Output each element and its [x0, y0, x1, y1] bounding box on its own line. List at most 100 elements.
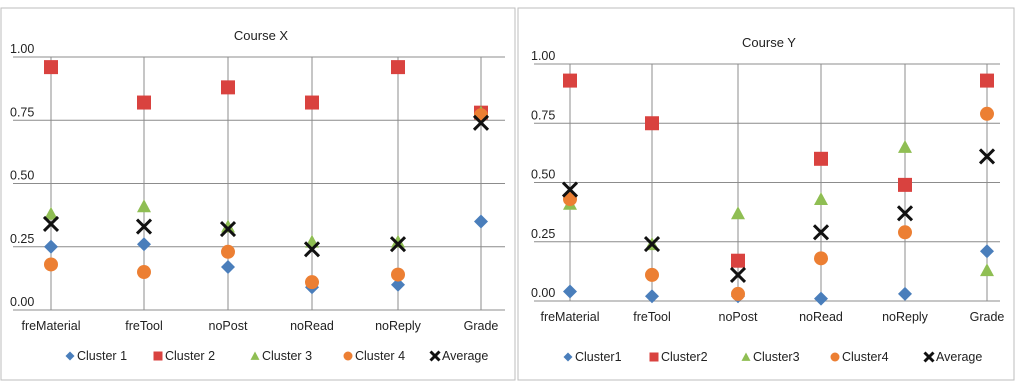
data-point [645, 116, 659, 131]
data-point [391, 60, 405, 75]
data-point [731, 286, 745, 301]
x-category-label: freTool [125, 319, 163, 333]
y-tick-label: 1.00 [531, 49, 555, 63]
data-point [221, 259, 235, 274]
panel-border [0, 7, 516, 381]
data-point [980, 73, 994, 88]
data-point [137, 95, 151, 110]
data-point [898, 139, 912, 153]
y-tick-label: 0.50 [10, 169, 34, 183]
y-tick-label: 1.00 [10, 42, 34, 56]
data-point [643, 236, 661, 253]
legend-marker [649, 352, 659, 362]
y-tick-label: 0.25 [531, 227, 555, 241]
data-point [978, 148, 996, 165]
data-point [563, 192, 577, 207]
data-point [980, 263, 994, 277]
legend: Cluster 1 Cluster 2 Cluster 3 Cluster 4 Aver… [65, 349, 488, 363]
data-point [44, 257, 58, 272]
legend-marker [153, 351, 163, 361]
legend: Cluster1 Cluster2 Cluster3 Cluster4 Average [563, 350, 982, 364]
data-point [645, 267, 659, 282]
x-category-label: Grade [970, 310, 1005, 324]
legend-label: Cluster1 [575, 350, 622, 364]
legend-marker [429, 350, 441, 362]
data-point [221, 80, 235, 95]
data-point [135, 218, 153, 235]
data-point [896, 205, 914, 222]
data-point [474, 108, 488, 123]
x-category-label: noPost [719, 310, 758, 324]
x-category-label: Grade [464, 319, 499, 333]
legend-marker [741, 352, 751, 361]
y-tick-label: 0.50 [531, 168, 555, 182]
legend-marker [830, 352, 840, 362]
data-point [221, 244, 235, 259]
data-point [44, 206, 58, 220]
y-tick-label: 0.00 [531, 286, 555, 300]
data-point [563, 73, 577, 88]
x-category-label: freTool [633, 310, 671, 324]
data-point [391, 277, 405, 292]
chart-title: Course X [234, 28, 289, 43]
legend-label: Cluster 4 [355, 349, 405, 363]
chart-title: Course Y [742, 35, 796, 50]
data-point [44, 239, 58, 254]
data-point [731, 253, 745, 268]
chart-panel-2: 0.00 0.25 0.50 0.75 1.00 freMaterial freTool no… [517, 7, 1015, 381]
data-point [137, 199, 151, 213]
data-point [561, 181, 579, 198]
legend-label: Cluster4 [842, 350, 889, 364]
y-tick-label: 0.75 [10, 105, 34, 119]
x-category-label: freMaterial [540, 310, 599, 324]
legend-marker [65, 351, 75, 361]
data-point [472, 114, 490, 131]
data-point [814, 151, 828, 166]
legend-label: Cluster 3 [262, 349, 312, 363]
data-point [391, 234, 405, 248]
data-point [305, 95, 319, 110]
data-point [898, 286, 912, 301]
data-point [898, 177, 912, 192]
data-point [729, 266, 747, 283]
data-point [42, 215, 60, 233]
data-point [219, 220, 237, 238]
data-point [898, 225, 912, 240]
data-point [980, 244, 994, 259]
data-point [814, 251, 828, 266]
data-point [389, 236, 407, 253]
legend-marker [563, 352, 573, 362]
legend-label: Cluster 1 [77, 349, 127, 363]
panel-border [517, 7, 1015, 381]
data-point [137, 265, 151, 280]
data-point [305, 275, 319, 290]
y-tick-label: 0.75 [531, 108, 555, 122]
data-point [221, 219, 235, 233]
data-point [474, 214, 488, 229]
x-category-label: noRead [799, 310, 843, 324]
legend-marker [923, 351, 935, 363]
legend-label: Cluster2 [661, 350, 708, 364]
x-category-label: noReply [882, 310, 929, 324]
x-category-label: noPost [209, 319, 248, 333]
chart-panel-1: 0.00 0.25 0.50 0.75 1.00 freMaterial freTool no… [0, 7, 516, 381]
data-point [44, 60, 58, 75]
data-point [814, 291, 828, 306]
data-point [137, 237, 151, 252]
legend-marker [343, 351, 353, 361]
x-category-label: freMaterial [21, 319, 80, 333]
data-point [391, 267, 405, 282]
legend-label: Cluster 2 [165, 349, 215, 363]
data-point [303, 241, 321, 258]
legend-label: Cluster3 [753, 350, 800, 364]
data-point [645, 289, 659, 304]
y-tick-label: 0.00 [10, 295, 34, 309]
legend-marker [250, 351, 260, 360]
data-point [563, 284, 577, 299]
legend-label: Average [442, 349, 488, 363]
x-category-label: noRead [290, 319, 334, 333]
y-tick-label: 0.25 [10, 232, 34, 246]
legend-label: Average [936, 350, 982, 364]
x-category-label: noReply [375, 319, 422, 333]
